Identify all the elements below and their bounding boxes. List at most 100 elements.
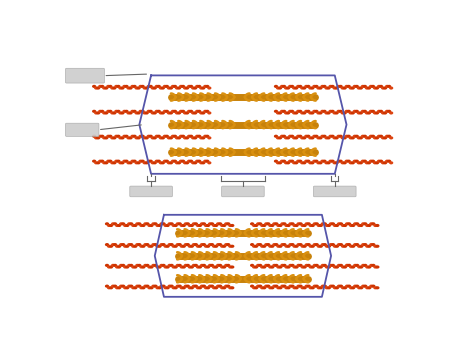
Circle shape: [172, 245, 176, 248]
Circle shape: [290, 135, 294, 138]
Circle shape: [203, 160, 208, 163]
Circle shape: [363, 160, 367, 163]
Circle shape: [254, 266, 258, 269]
Circle shape: [201, 161, 205, 164]
Circle shape: [346, 110, 351, 113]
Circle shape: [210, 285, 214, 288]
Circle shape: [154, 264, 158, 267]
Circle shape: [226, 285, 230, 288]
Circle shape: [222, 245, 226, 248]
Circle shape: [283, 243, 287, 246]
Circle shape: [216, 243, 220, 246]
Circle shape: [183, 111, 187, 115]
Circle shape: [302, 245, 307, 248]
Circle shape: [143, 136, 147, 140]
Circle shape: [188, 286, 192, 289]
Circle shape: [286, 136, 290, 140]
Circle shape: [159, 264, 164, 267]
Circle shape: [127, 111, 131, 115]
Circle shape: [118, 136, 123, 140]
Circle shape: [325, 286, 329, 289]
Circle shape: [333, 224, 337, 227]
Circle shape: [316, 111, 320, 115]
Circle shape: [340, 111, 345, 115]
Circle shape: [177, 111, 181, 115]
Circle shape: [308, 111, 312, 115]
Circle shape: [157, 245, 162, 248]
Circle shape: [228, 286, 232, 289]
Circle shape: [131, 266, 136, 269]
Circle shape: [315, 243, 319, 246]
Circle shape: [268, 286, 273, 289]
Circle shape: [335, 136, 339, 140]
Circle shape: [169, 161, 173, 164]
Circle shape: [369, 110, 373, 113]
Circle shape: [345, 160, 349, 163]
Circle shape: [330, 160, 335, 163]
Circle shape: [276, 266, 281, 269]
Circle shape: [256, 222, 260, 225]
Circle shape: [361, 85, 365, 88]
Circle shape: [301, 266, 305, 269]
Circle shape: [292, 224, 297, 227]
Circle shape: [113, 264, 117, 267]
Circle shape: [274, 85, 278, 88]
Circle shape: [194, 243, 198, 246]
Circle shape: [175, 264, 180, 267]
Circle shape: [94, 87, 98, 89]
Circle shape: [365, 286, 369, 289]
Circle shape: [151, 264, 155, 267]
Circle shape: [355, 243, 359, 246]
Circle shape: [92, 135, 96, 138]
Circle shape: [343, 136, 347, 140]
Circle shape: [163, 135, 167, 138]
Circle shape: [179, 110, 183, 113]
Circle shape: [205, 110, 210, 113]
Circle shape: [137, 136, 141, 140]
Circle shape: [282, 160, 286, 163]
Circle shape: [120, 161, 125, 164]
Circle shape: [98, 160, 102, 163]
Circle shape: [329, 222, 333, 225]
Circle shape: [304, 85, 309, 88]
Circle shape: [317, 266, 321, 269]
Circle shape: [256, 243, 260, 246]
Circle shape: [204, 245, 208, 248]
Circle shape: [338, 110, 343, 113]
Circle shape: [284, 87, 288, 89]
Circle shape: [165, 135, 169, 138]
Circle shape: [100, 160, 104, 163]
Circle shape: [385, 160, 389, 163]
Circle shape: [153, 111, 157, 115]
Circle shape: [130, 135, 135, 138]
Circle shape: [339, 243, 343, 246]
Circle shape: [185, 161, 189, 164]
Circle shape: [323, 243, 327, 246]
Circle shape: [147, 266, 152, 269]
Circle shape: [385, 85, 389, 88]
Circle shape: [282, 135, 286, 138]
Circle shape: [173, 135, 177, 138]
Circle shape: [129, 222, 133, 225]
Circle shape: [159, 222, 164, 225]
Circle shape: [302, 161, 306, 164]
Circle shape: [355, 285, 359, 288]
Circle shape: [148, 110, 153, 113]
Circle shape: [302, 136, 306, 140]
Circle shape: [184, 285, 188, 288]
Circle shape: [278, 224, 283, 227]
Circle shape: [361, 222, 365, 225]
Circle shape: [343, 111, 347, 115]
Circle shape: [348, 136, 353, 140]
Circle shape: [369, 243, 374, 246]
Circle shape: [328, 135, 333, 138]
Circle shape: [151, 136, 155, 140]
Circle shape: [337, 85, 341, 88]
Circle shape: [199, 136, 203, 140]
Circle shape: [198, 266, 202, 269]
Circle shape: [351, 136, 355, 140]
Circle shape: [357, 136, 361, 140]
Circle shape: [190, 266, 194, 269]
Circle shape: [165, 160, 169, 163]
Circle shape: [161, 136, 165, 140]
